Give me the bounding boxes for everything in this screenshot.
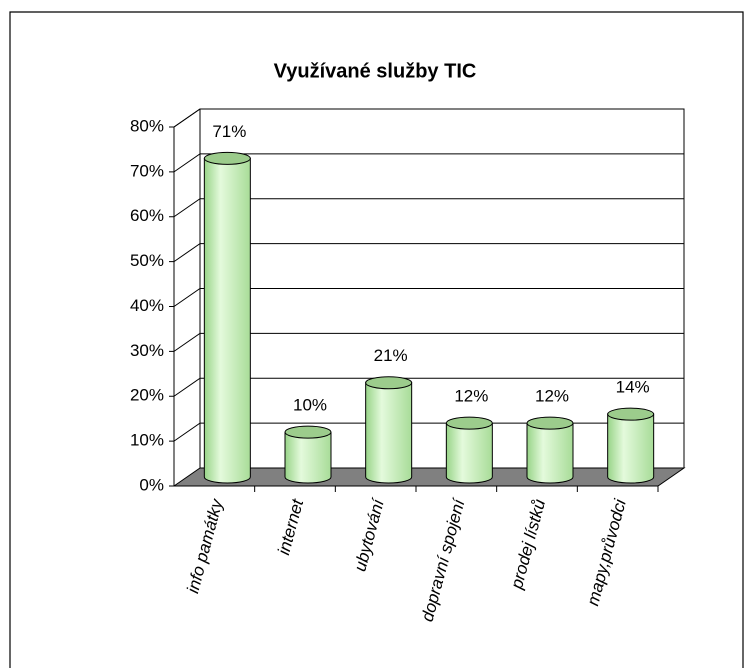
bar xyxy=(203,157,251,484)
y-tick-label: 40% xyxy=(130,296,164,315)
grid-line xyxy=(173,422,684,442)
bar-top xyxy=(284,425,332,439)
grid-line xyxy=(173,198,684,218)
bar-top xyxy=(203,151,251,165)
grid-line xyxy=(173,243,684,263)
x-tick-label: prodej lístků xyxy=(507,497,549,592)
grid-line xyxy=(173,153,684,173)
x-tick-label: info památky xyxy=(183,496,227,595)
bar xyxy=(365,382,413,484)
grid-line xyxy=(173,108,684,128)
bar-top xyxy=(607,407,655,421)
chart-border xyxy=(9,11,744,668)
y-tick-label: 0% xyxy=(139,475,164,494)
data-label: 10% xyxy=(293,396,327,415)
y-tick-label: 80% xyxy=(130,116,164,135)
x-tick-label: dopravní spojení xyxy=(418,495,469,624)
data-label: 71% xyxy=(212,122,246,141)
y-tick-label: 50% xyxy=(130,251,164,270)
bar-top xyxy=(526,416,574,430)
data-label: 21% xyxy=(374,346,408,365)
y-tick-label: 60% xyxy=(130,206,164,225)
grid-line xyxy=(173,377,684,397)
bar-top xyxy=(365,376,413,390)
grid-line xyxy=(173,332,684,352)
y-tick-label: 10% xyxy=(130,431,164,450)
data-label: 12% xyxy=(535,387,569,406)
bar xyxy=(526,422,574,484)
y-tick-label: 70% xyxy=(130,161,164,180)
data-label: 14% xyxy=(616,378,650,397)
x-tick-label: ubytování xyxy=(350,495,388,573)
grid-line xyxy=(173,288,684,307)
bar xyxy=(607,413,655,484)
bar xyxy=(445,422,493,484)
y-tick-label: 30% xyxy=(130,341,164,360)
x-tick-label: mapy,průvodci xyxy=(583,496,630,608)
y-tick-label: 20% xyxy=(130,386,164,405)
chart-title: Využívané služby TIC xyxy=(274,60,477,82)
bar-top xyxy=(445,416,493,430)
bar xyxy=(284,431,332,484)
x-tick-label: internet xyxy=(274,496,307,557)
data-label: 12% xyxy=(454,387,488,406)
